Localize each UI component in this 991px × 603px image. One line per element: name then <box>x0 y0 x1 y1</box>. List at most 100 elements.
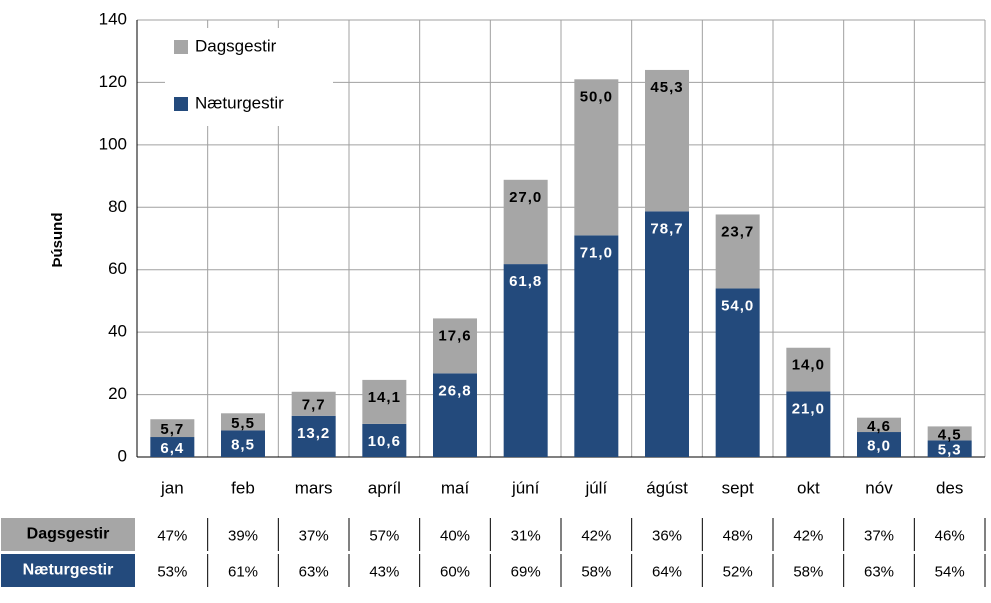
x-tick-label: júní <box>511 478 540 497</box>
y-tick-label: 140 <box>99 9 127 28</box>
data-label: 27,0 <box>509 189 542 206</box>
data-label: 5,5 <box>231 415 255 432</box>
x-tick-label: des <box>936 478 963 497</box>
bar-segment <box>645 211 689 457</box>
bar-segment <box>574 235 619 457</box>
table-cell: 42% <box>581 527 611 544</box>
legend-box <box>165 28 333 126</box>
table-cell: 48% <box>723 527 753 544</box>
bar-segment <box>291 415 336 457</box>
legend-swatch <box>174 40 188 54</box>
legend-label: Dagsgestir <box>195 36 277 55</box>
data-label: 7,7 <box>302 397 326 414</box>
row-header: Dagsgestir <box>27 526 110 543</box>
table-cell: 40% <box>440 527 470 544</box>
x-tick-label: feb <box>231 478 255 497</box>
bar-segment <box>927 426 972 441</box>
table-cell: 43% <box>369 563 399 580</box>
table-cell: 63% <box>864 563 894 580</box>
data-label: 78,7 <box>650 220 683 237</box>
data-label: 4,6 <box>867 418 891 435</box>
table-cell: 57% <box>369 527 399 544</box>
bar-segment <box>221 430 265 457</box>
bar-segment <box>433 318 477 374</box>
table-cell: 61% <box>228 563 258 580</box>
table-cell: 37% <box>864 527 894 544</box>
table-cell: 58% <box>581 563 611 580</box>
table-cell: 36% <box>652 527 682 544</box>
data-label: 8,0 <box>867 437 891 454</box>
data-label: 14,1 <box>368 389 401 406</box>
data-label: 21,0 <box>792 400 825 417</box>
bar-segment <box>291 391 336 416</box>
y-tick-label: 60 <box>108 259 127 278</box>
data-label: 54,0 <box>721 297 754 314</box>
table-cell: 54% <box>935 563 965 580</box>
data-label: 5,7 <box>160 421 184 438</box>
y-tick-label: 0 <box>118 446 127 465</box>
data-label: 17,6 <box>438 327 471 344</box>
bar-segment <box>786 391 831 457</box>
bar-segment <box>150 437 195 457</box>
y-tick-label: 120 <box>99 72 127 91</box>
data-label: 5,3 <box>938 442 962 459</box>
table-cell: 39% <box>228 527 258 544</box>
y-tick-label: 40 <box>108 322 127 341</box>
x-tick-label: júlí <box>584 478 607 497</box>
data-label: 45,3 <box>650 79 683 96</box>
bar-segment <box>927 440 972 457</box>
table-cell: 53% <box>157 563 187 580</box>
bar-segment <box>786 347 831 392</box>
data-label: 8,5 <box>231 437 255 454</box>
data-label: 14,0 <box>792 357 825 374</box>
table-cell: 64% <box>652 563 682 580</box>
bar-segment <box>715 288 760 457</box>
x-tick-label: nóv <box>865 478 893 497</box>
bar-segment <box>503 264 548 457</box>
bar-segment <box>574 79 619 236</box>
table-cell: 60% <box>440 563 470 580</box>
table-cell: 46% <box>935 527 965 544</box>
bar-segment <box>362 379 407 424</box>
x-tick-label: apríl <box>368 478 401 497</box>
x-tick-label: maí <box>441 478 470 497</box>
data-label: 10,6 <box>368 433 401 450</box>
bar-segment <box>857 432 901 457</box>
bar-segment <box>150 419 195 438</box>
bar-segment <box>645 69 689 212</box>
y-tick-label: 80 <box>108 197 127 216</box>
row-header-bg <box>1 554 135 587</box>
row-header: Næturgestir <box>23 562 114 579</box>
y-tick-label: 100 <box>99 134 127 153</box>
x-tick-label: sept <box>722 478 754 497</box>
bar-segment <box>715 214 760 289</box>
table-cell: 63% <box>299 563 329 580</box>
data-label: 50,0 <box>580 88 613 105</box>
table-cell: 52% <box>723 563 753 580</box>
y-axis-label: Þúsund <box>49 213 66 268</box>
table-cell: 31% <box>511 527 541 544</box>
data-label: 13,2 <box>297 425 330 442</box>
table-cell: 47% <box>157 527 187 544</box>
legend-label: Næturgestir <box>195 93 284 112</box>
data-label: 23,7 <box>721 223 754 240</box>
table-cell: 58% <box>793 563 823 580</box>
x-tick-label: mars <box>295 478 333 497</box>
x-tick-label: jan <box>160 478 184 497</box>
x-tick-label: ágúst <box>646 478 688 497</box>
table-cell: 42% <box>793 527 823 544</box>
bar-segment <box>221 413 265 431</box>
bar-segment <box>362 423 407 457</box>
x-tick-label: okt <box>797 478 820 497</box>
bar-segment <box>433 373 477 457</box>
row-header-bg <box>1 518 135 551</box>
data-label: 6,4 <box>160 440 184 457</box>
table-cell: 37% <box>299 527 329 544</box>
legend-swatch <box>174 97 188 111</box>
y-tick-label: 20 <box>108 384 127 403</box>
data-label: 4,5 <box>938 426 962 443</box>
data-label: 71,0 <box>580 244 613 261</box>
table-cell: 69% <box>511 563 541 580</box>
data-label: 61,8 <box>509 273 542 290</box>
